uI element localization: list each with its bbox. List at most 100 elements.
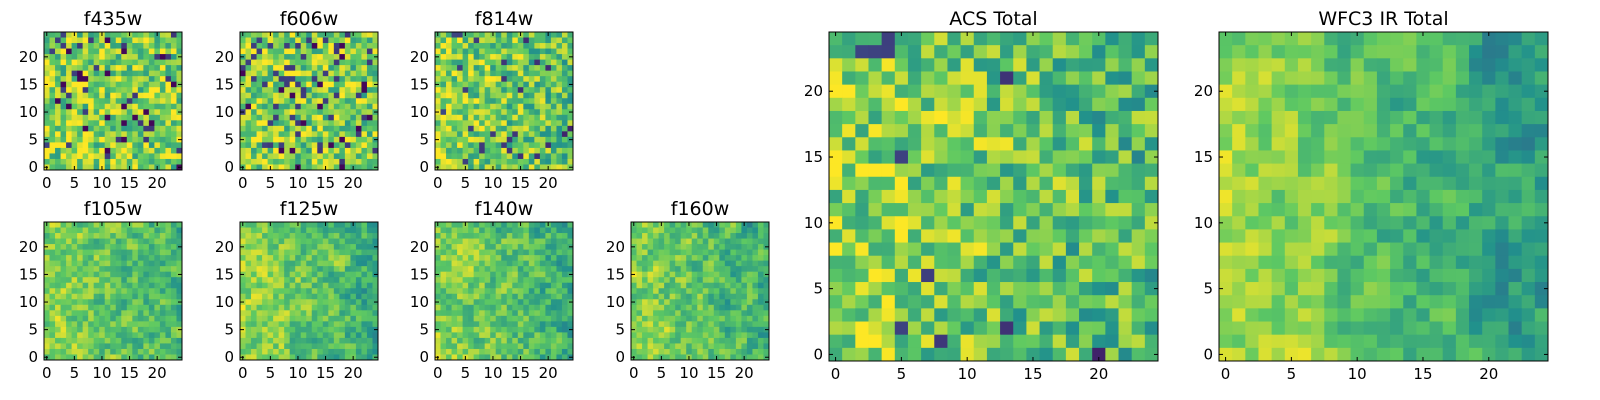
heatmap-cell <box>653 238 660 245</box>
heatmap-cell <box>440 48 447 55</box>
heatmap-cell <box>435 65 442 72</box>
heatmap-cell <box>110 266 117 273</box>
heatmap-cell <box>267 238 274 245</box>
heatmap-cell <box>528 244 535 251</box>
heatmap-cell <box>339 81 346 88</box>
heatmap-cell <box>697 354 704 361</box>
heatmap-cell <box>490 244 497 251</box>
heatmap-cell <box>484 233 491 240</box>
heatmap-cell <box>468 158 475 165</box>
heatmap-cell <box>355 120 362 127</box>
heatmap-cell <box>484 244 491 251</box>
heatmap-cell <box>49 70 56 77</box>
heatmap-cell <box>300 288 307 295</box>
heatmap-cell <box>93 266 100 273</box>
heatmap-cell <box>328 337 335 344</box>
heatmap-cell <box>473 70 480 77</box>
heatmap-cell <box>556 332 563 339</box>
heatmap-cell <box>165 332 172 339</box>
heatmap-cell <box>251 158 258 165</box>
heatmap-cell <box>148 332 155 339</box>
heatmap-cell <box>484 332 491 339</box>
heatmap-cell <box>372 158 379 165</box>
heatmap-cell <box>176 288 183 295</box>
heatmap-cell <box>110 299 117 306</box>
heatmap-cell <box>680 304 687 311</box>
heatmap-cell <box>495 32 502 39</box>
heatmap-cell <box>855 110 869 125</box>
heatmap-cell <box>484 48 491 55</box>
heatmap-cell <box>446 255 453 262</box>
heatmap-cell <box>126 103 133 110</box>
heatmap-cell <box>267 266 274 273</box>
heatmap-cell <box>300 271 307 278</box>
heatmap-cell <box>355 147 362 154</box>
heatmap-cell <box>440 249 447 256</box>
heatmap-cell <box>1118 150 1133 165</box>
heatmap-cell <box>361 92 368 99</box>
heatmap-cell <box>71 288 78 295</box>
heatmap-cell <box>490 37 497 44</box>
y-tick-label: 15 <box>19 75 38 93</box>
heatmap-cell <box>484 304 491 311</box>
heatmap-cell <box>110 343 117 350</box>
heatmap-cell <box>295 48 302 55</box>
heatmap-cell <box>60 164 67 171</box>
heatmap-cell <box>333 304 340 311</box>
heatmap-cell <box>126 249 133 256</box>
heatmap-cell <box>647 288 654 295</box>
heatmap-cell <box>550 153 557 160</box>
heatmap-cell <box>176 70 183 77</box>
heatmap-cell <box>115 277 122 284</box>
heatmap-cell <box>66 222 73 229</box>
heatmap-cell <box>137 37 144 44</box>
heatmap-cell <box>262 37 269 44</box>
heatmap-cell <box>523 299 530 306</box>
heatmap-cell <box>82 153 89 160</box>
heatmap-cell <box>1144 45 1159 59</box>
heatmap-cell <box>484 315 491 322</box>
heatmap-cell <box>741 282 748 289</box>
heatmap-cell <box>1039 150 1054 165</box>
heatmap-cell <box>121 48 128 55</box>
heatmap-cell <box>256 321 263 328</box>
heatmap-cell <box>647 249 654 256</box>
heatmap-cell <box>132 32 139 39</box>
heatmap-cell <box>115 249 122 256</box>
x-tick-label: 20 <box>539 364 558 382</box>
heatmap-cell <box>855 71 869 86</box>
heatmap-cell <box>148 158 155 165</box>
heatmap-cell <box>523 70 530 77</box>
heatmap-cell <box>278 260 285 267</box>
heatmap-cell <box>446 315 453 322</box>
heatmap-cell <box>278 92 285 99</box>
heatmap-cell <box>686 321 693 328</box>
heatmap-cell <box>49 299 56 306</box>
heatmap-cell <box>457 65 464 72</box>
heatmap-cell <box>680 348 687 355</box>
heatmap-cell <box>306 282 313 289</box>
heatmap-cell <box>82 54 89 61</box>
heatmap-cell <box>372 332 379 339</box>
heatmap-cell <box>137 233 144 240</box>
heatmap-cell <box>550 255 557 262</box>
heatmap-cell <box>99 37 106 44</box>
heatmap-cell <box>495 147 502 154</box>
heatmap-cell <box>355 293 362 300</box>
heatmap-cell <box>273 337 280 344</box>
heatmap-cell <box>49 326 56 333</box>
heatmap-cell <box>702 238 709 245</box>
heatmap-cell <box>730 293 737 300</box>
heatmap-cell <box>468 282 475 289</box>
heatmap-cell <box>289 255 296 262</box>
heatmap-cell <box>344 233 351 240</box>
heatmap-cell <box>763 321 770 328</box>
heatmap-cell <box>763 332 770 339</box>
heatmap-cell <box>273 125 280 132</box>
heatmap-cell <box>245 37 252 44</box>
heatmap-cell <box>110 92 117 99</box>
heatmap-cell <box>517 282 524 289</box>
heatmap-cell <box>506 114 513 121</box>
heatmap-cell <box>495 37 502 44</box>
